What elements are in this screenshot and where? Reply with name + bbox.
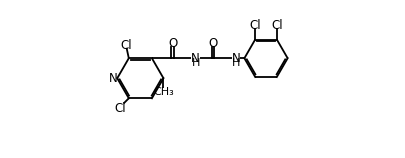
Text: N: N xyxy=(231,52,240,65)
Text: N: N xyxy=(108,72,117,85)
Text: O: O xyxy=(168,37,177,50)
Text: H: H xyxy=(231,58,239,68)
Text: Cl: Cl xyxy=(120,39,132,52)
Text: N: N xyxy=(191,52,200,65)
Text: Cl: Cl xyxy=(249,19,260,32)
Text: CH₃: CH₃ xyxy=(153,87,174,97)
Text: Cl: Cl xyxy=(271,19,282,32)
Text: H: H xyxy=(191,58,199,68)
Text: Cl: Cl xyxy=(114,102,126,115)
Text: O: O xyxy=(208,37,217,50)
